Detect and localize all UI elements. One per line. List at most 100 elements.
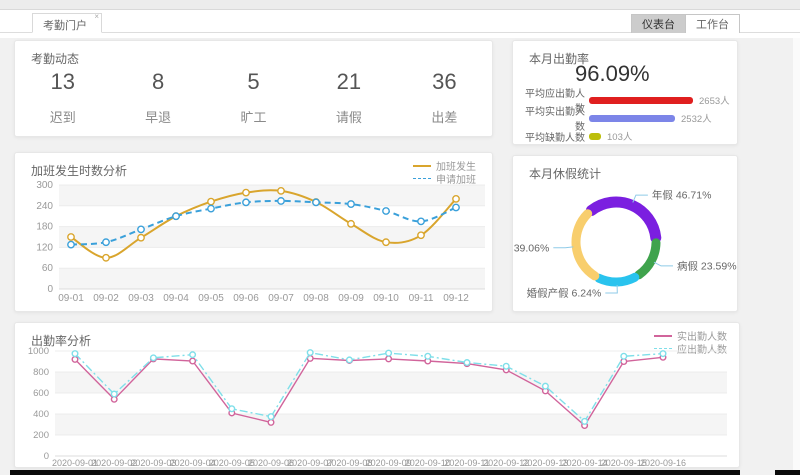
- svg-text:事假 39.06%: 事假 39.06%: [513, 241, 549, 254]
- svg-text:2020-09-12: 2020-09-12: [483, 458, 529, 467]
- stat-business-trip: 36 出差: [397, 69, 492, 126]
- stat-leave-early-value: 8: [151, 69, 165, 94]
- tab-attendance-portal[interactable]: 考勤门户 ×: [32, 13, 102, 33]
- svg-text:2020-09-05: 2020-09-05: [209, 458, 255, 467]
- svg-text:2020-09-16: 2020-09-16: [640, 458, 686, 467]
- svg-text:2020-09-07: 2020-09-07: [287, 458, 333, 467]
- attendance-rate-bars: 平均应出勤人数 2653人 平均实出勤人数 2532人 平均缺勤人数 103人: [513, 89, 737, 145]
- svg-text:2020-09-04: 2020-09-04: [170, 458, 216, 467]
- stat-business-trip-label: 出差: [431, 110, 458, 125]
- leave-stats-title: 本月休假统计: [529, 167, 602, 181]
- rate-bar-row: 平均实出勤人数 2532人: [513, 107, 737, 133]
- legend-line-icon: [654, 348, 672, 349]
- stat-absent-value: 5: [247, 69, 260, 94]
- overtime-line-chart: 300 240 180 120 60 0 09-01 09-02 09-03 09-04 09-05…: [15, 153, 492, 316]
- svg-text:09-08: 09-08: [303, 293, 329, 304]
- stat-leave-value: 21: [336, 69, 362, 94]
- legend-label: 加班发生: [436, 162, 476, 173]
- rate-bar-label: 平均缺勤人数: [525, 132, 585, 144]
- svg-text:09-01: 09-01: [58, 293, 84, 304]
- attendance-rate-chart-card: 出勤率分析 实出勤人数 应出勤人数 1000 800 600 400 200 0 2020-…: [14, 322, 740, 468]
- svg-text:0: 0: [47, 284, 53, 295]
- svg-text:2020-09-11: 2020-09-11: [444, 458, 489, 467]
- svg-text:120: 120: [36, 242, 53, 253]
- svg-text:1000: 1000: [28, 346, 49, 357]
- rate-bar-value: 2653人: [699, 96, 730, 107]
- rate-bar-missing: [589, 132, 601, 140]
- stat-leave-label: 请假: [335, 110, 362, 125]
- svg-text:婚假产假 6.24%: 婚假产假 6.24%: [527, 286, 602, 299]
- svg-text:2020-09-06: 2020-09-06: [248, 458, 294, 467]
- stat-absent-label: 旷工: [240, 110, 267, 125]
- overtime-chart-legend: 加班发生 申请加班: [413, 159, 476, 186]
- attendance-rate-value: 96.09%: [575, 61, 650, 86]
- legend-item-overtime-requested[interactable]: 申请加班: [413, 172, 476, 186]
- svg-text:2020-09-01: 2020-09-01: [52, 458, 98, 467]
- svg-text:2020-09-14: 2020-09-14: [562, 458, 608, 467]
- tab-label: 考勤门户: [43, 20, 87, 32]
- stat-late: 13 迟到: [15, 69, 110, 126]
- rate-bar-value: 103人: [607, 132, 633, 143]
- svg-text:600: 600: [33, 388, 49, 399]
- svg-text:2020-09-13: 2020-09-13: [522, 458, 568, 467]
- stat-leave-early: 8 早退: [110, 69, 205, 126]
- window-top-strip: [0, 0, 800, 10]
- legend-label: 实出勤人数: [677, 332, 727, 343]
- svg-text:09-09: 09-09: [338, 293, 364, 304]
- workbench-view-button[interactable]: 工作台: [685, 14, 740, 36]
- svg-text:200: 200: [33, 430, 49, 441]
- stat-late-value: 13: [50, 69, 75, 94]
- view-switch: 仪表台 工作台: [631, 14, 740, 36]
- legend-line-icon: [413, 164, 431, 167]
- stat-leave-early-label: 早退: [145, 110, 172, 125]
- svg-text:09-03: 09-03: [128, 293, 154, 304]
- window-bottom-edge-bar: [10, 470, 740, 475]
- attendance-dynamics-title: 考勤动态: [31, 52, 80, 66]
- svg-text:09-04: 09-04: [163, 293, 189, 304]
- attendance-rate-title: 本月出勤率: [529, 52, 590, 66]
- window-bottom-edge-bar: [775, 470, 800, 475]
- svg-text:09-02: 09-02: [93, 293, 119, 304]
- window-right-edge: [793, 38, 800, 470]
- svg-text:09-06: 09-06: [233, 293, 259, 304]
- monthly-leave-stats-card: 本月休假统计 年假 46.71% 病假 23.59% 婚假产假 6.24% 事假 39…: [490, 155, 738, 312]
- rate-bar-row: 平均应出勤人数 2653人: [513, 89, 737, 115]
- rate-bar-expected: [589, 96, 693, 104]
- svg-text:09-05: 09-05: [198, 293, 224, 304]
- svg-text:2020-09-15: 2020-09-15: [601, 458, 647, 467]
- stat-business-trip-value: 36: [432, 69, 457, 94]
- tab-bar: 考勤门户 × 仪表台 工作台: [0, 10, 800, 36]
- tab-close-icon[interactable]: ×: [94, 12, 99, 21]
- svg-text:800: 800: [33, 367, 49, 378]
- svg-text:09-11: 09-11: [409, 293, 434, 304]
- svg-text:2020-09-09: 2020-09-09: [366, 458, 412, 467]
- svg-text:09-10: 09-10: [373, 293, 399, 304]
- stat-absent: 5 旷工: [206, 69, 301, 126]
- svg-text:年假 46.71%: 年假 46.71%: [652, 189, 712, 202]
- svg-text:2020-09-03: 2020-09-03: [130, 458, 176, 467]
- tab-bar-padding: [0, 33, 800, 38]
- svg-text:0: 0: [44, 451, 49, 462]
- svg-text:病假 23.59%: 病假 23.59%: [677, 259, 737, 272]
- monthly-attendance-rate-card: 本月出勤率 96.09% 平均应出勤人数 2653人 平均实出勤人数 2532人…: [512, 40, 738, 145]
- rate-bar-actual: [589, 114, 675, 122]
- legend-item-overtime-actual[interactable]: 加班发生: [413, 159, 476, 173]
- rate-bar-label: 平均实出勤人数: [525, 107, 585, 133]
- rate-bar-value: 2532人: [681, 114, 712, 125]
- svg-text:60: 60: [42, 263, 54, 274]
- svg-text:2020-09-08: 2020-09-08: [326, 458, 372, 467]
- stat-late-label: 迟到: [49, 110, 76, 125]
- svg-text:2020-09-10: 2020-09-10: [405, 458, 451, 467]
- svg-text:09-12: 09-12: [443, 293, 469, 304]
- legend-label: 申请加班: [436, 175, 476, 186]
- svg-text:09-07: 09-07: [268, 293, 294, 304]
- overtime-chart-title: 加班发生时数分析: [31, 164, 128, 178]
- svg-text:180: 180: [36, 222, 53, 233]
- legend-item-actual-headcount[interactable]: 实出勤人数: [654, 329, 727, 343]
- stat-leave: 21 请假: [301, 69, 396, 126]
- legend-line-icon: [413, 178, 431, 179]
- svg-text:400: 400: [33, 409, 49, 420]
- svg-text:300: 300: [36, 180, 53, 191]
- leave-donut-chart: 年假 46.71% 病假 23.59% 婚假产假 6.24% 事假 39.06%: [490, 156, 737, 316]
